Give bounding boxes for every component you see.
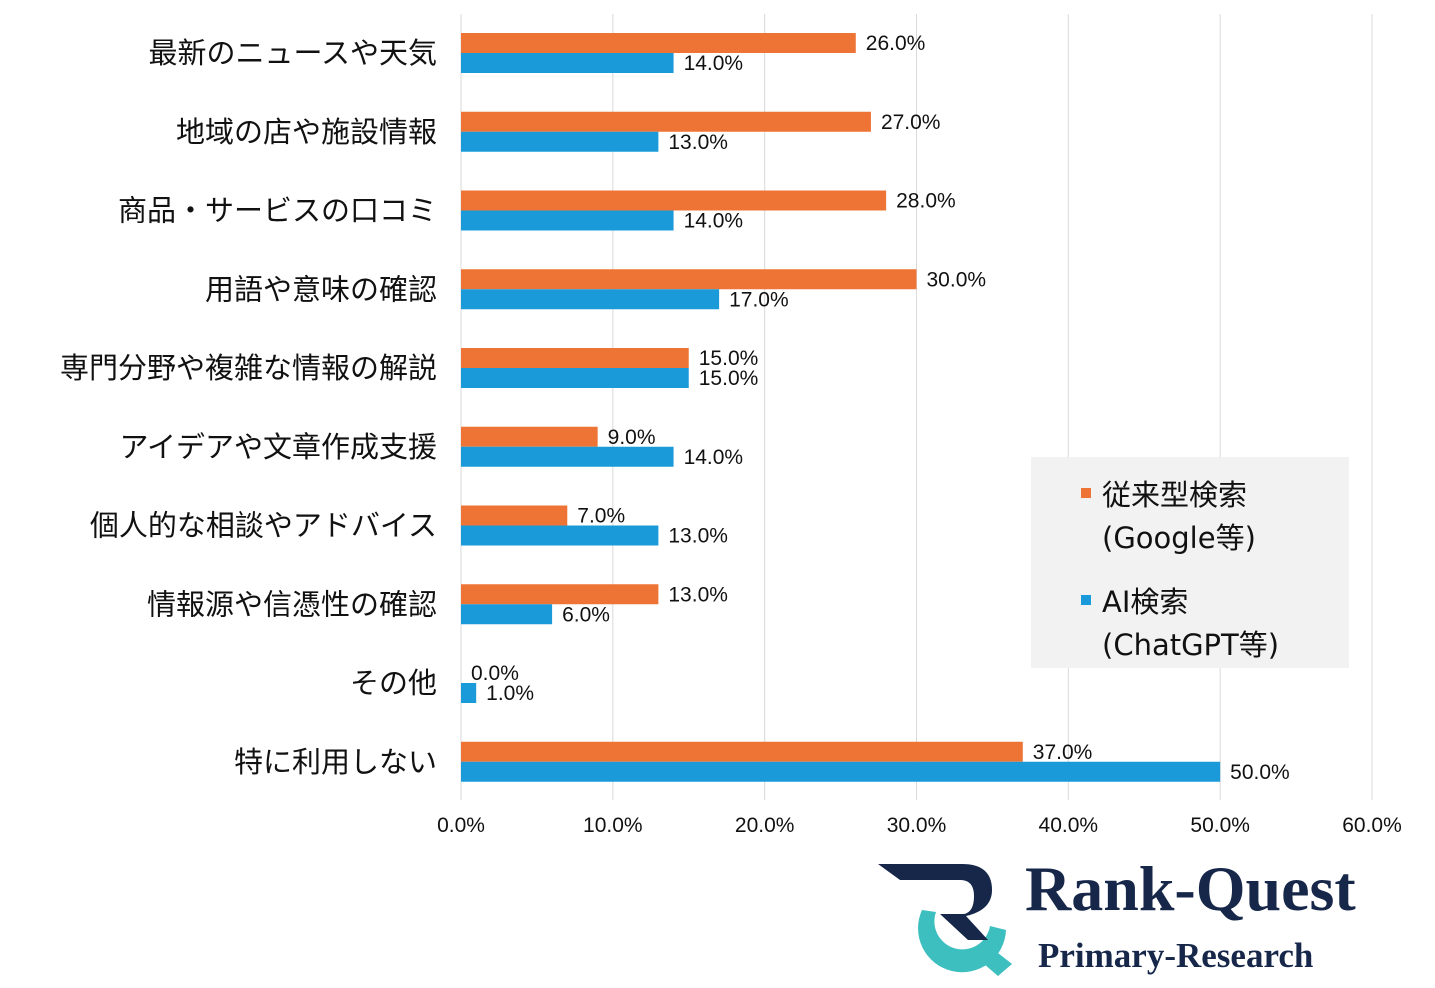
category-label: アイデアや文章作成支援: [119, 430, 437, 464]
legend: 従来型検索 (Google等) AI検索 (ChatGPT等): [1031, 457, 1349, 668]
emblem-teal-tail: [970, 942, 1012, 976]
category-label: 最新のニュースや天気: [148, 36, 437, 70]
value-label-traditional: 13.0%: [668, 583, 728, 606]
bar-ai-search: [461, 446, 674, 467]
bar-traditional-search: [461, 505, 568, 526]
bar-ai-search: [461, 368, 689, 388]
bar-traditional-search: [461, 269, 917, 290]
bar-ai-search: [461, 683, 477, 703]
bar-ai-search: [461, 53, 674, 73]
value-label-traditional: 37.0%: [1033, 741, 1093, 764]
category-label: 特に利用しない: [234, 745, 437, 779]
legend-label-ai-line2: (ChatGPT等): [1102, 628, 1279, 662]
bar-traditional-search: [461, 426, 598, 447]
bar-traditional-search: [461, 348, 689, 368]
value-label-traditional: 27.0%: [881, 111, 941, 134]
logo-sub-text: Primary-Research: [1038, 936, 1313, 975]
value-label-traditional: 28.0%: [896, 190, 956, 213]
bar-ai-search: [461, 210, 674, 231]
value-label-ai: 13.0%: [668, 525, 728, 548]
logo-brand-text: Rank-Quest: [1025, 853, 1356, 924]
legend-label-traditional-line2: (Google等): [1102, 521, 1256, 555]
bar-traditional-search: [461, 111, 871, 132]
value-label-traditional: 15.0%: [699, 347, 759, 370]
value-label-ai: 14.0%: [684, 446, 744, 469]
value-labels: 26.0% 14.0% 27.0% 13.0% 28.0% 14.0% 30.0% 17.0%…: [471, 32, 1290, 784]
x-tick-label: 0.0%: [437, 814, 485, 837]
value-label-ai: 50.0%: [1230, 761, 1290, 784]
bar-ai-search: [461, 604, 553, 625]
rq-emblem-icon: [878, 864, 1012, 976]
x-axis-ticks: 0.0% 10.0% 20.0% 30.0% 40.0% 50.0% 60.0%: [437, 814, 1402, 837]
x-tick-label: 10.0%: [583, 814, 643, 837]
bar-traditional-search: [461, 190, 887, 211]
bar-ai-search: [461, 131, 659, 152]
category-label: 個人的な相談やアドバイス: [90, 509, 437, 543]
x-tick-label: 50.0%: [1190, 814, 1250, 837]
x-tick-label: 40.0%: [1039, 814, 1099, 837]
legend-label-traditional-line1: 従来型検索: [1102, 478, 1247, 512]
value-label-ai: 14.0%: [684, 52, 744, 75]
legend-swatch-traditional: [1081, 488, 1091, 498]
value-label-traditional: 30.0%: [927, 268, 987, 291]
value-label-traditional: 0.0%: [471, 662, 519, 685]
bars: [461, 33, 1221, 782]
bar-ai-search: [461, 289, 720, 310]
category-labels: 最新のニュースや天気地域の店や施設情報商品・サービスの口コミ用語や意味の確認専門…: [60, 36, 437, 779]
value-label-ai: 14.0%: [684, 210, 744, 233]
rank-quest-logo: Rank-Quest Primary-Research: [878, 853, 1356, 976]
legend-swatch-ai: [1081, 595, 1091, 605]
bar-ai-search: [461, 761, 1221, 782]
category-label: 専門分野や複雑な情報の解説: [60, 351, 437, 385]
category-label: その他: [350, 666, 437, 700]
value-label-ai: 15.0%: [699, 367, 759, 390]
category-label: 情報源や信憑性の確認: [147, 587, 437, 621]
x-tick-label: 20.0%: [735, 814, 795, 837]
bar-traditional-search: [461, 741, 1023, 762]
chart: 最新のニュースや天気地域の店や施設情報商品・サービスの口コミ用語や意味の確認専門…: [60, 14, 1402, 837]
value-label-traditional: 9.0%: [608, 426, 656, 449]
category-label: 商品・サービスの口コミ: [118, 194, 437, 228]
emblem-dark-r: [878, 864, 992, 940]
legend-label-ai-line1: AI検索: [1102, 585, 1188, 619]
x-tick-label: 30.0%: [887, 814, 947, 837]
value-label-ai: 13.0%: [668, 131, 728, 154]
value-label-ai: 1.0%: [486, 682, 534, 705]
value-label-traditional: 26.0%: [866, 32, 926, 55]
x-tick-label: 60.0%: [1342, 814, 1402, 837]
value-label-ai: 17.0%: [729, 288, 789, 311]
value-label-traditional: 7.0%: [577, 505, 625, 528]
bar-traditional-search: [461, 33, 856, 53]
value-label-ai: 6.0%: [562, 603, 610, 626]
category-label: 地域の店や施設情報: [176, 115, 437, 149]
bar-traditional-search: [461, 584, 659, 605]
bar-ai-search: [461, 525, 659, 546]
category-label: 用語や意味の確認: [205, 272, 437, 306]
